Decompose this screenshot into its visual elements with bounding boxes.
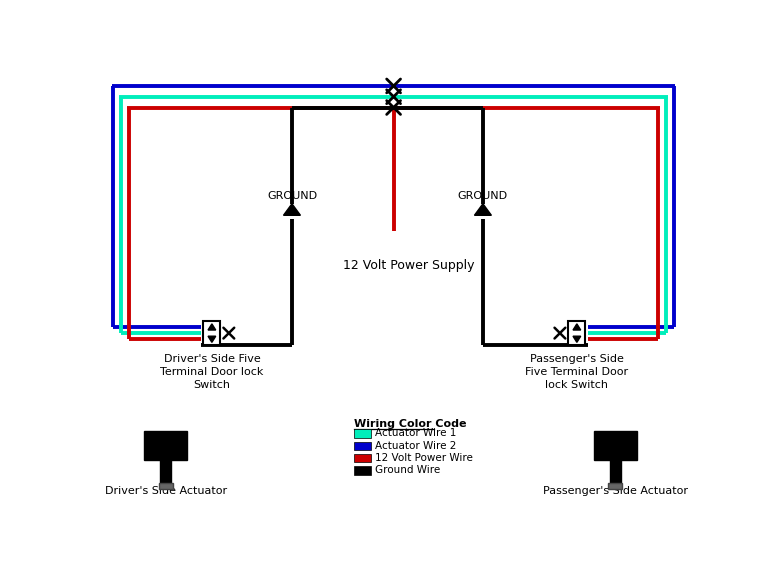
Polygon shape xyxy=(475,204,492,215)
Polygon shape xyxy=(208,324,216,330)
Text: GROUND: GROUND xyxy=(458,191,508,201)
Bar xyxy=(159,483,173,489)
Bar xyxy=(353,454,370,462)
Polygon shape xyxy=(283,204,300,215)
Bar xyxy=(353,466,370,475)
Bar xyxy=(161,459,171,485)
Text: 12 Volt Power Supply: 12 Volt Power Supply xyxy=(343,259,475,272)
Bar xyxy=(610,459,621,485)
Bar xyxy=(144,431,187,460)
Text: 12 Volt Power Wire: 12 Volt Power Wire xyxy=(375,453,473,463)
Text: Driver's Side Actuator: Driver's Side Actuator xyxy=(104,486,227,496)
Bar xyxy=(353,442,370,450)
Bar xyxy=(353,430,370,438)
Text: Actuator Wire 1: Actuator Wire 1 xyxy=(375,428,456,438)
Text: GROUND: GROUND xyxy=(267,191,317,201)
Bar xyxy=(204,321,220,346)
Text: Passenger's Side Actuator: Passenger's Side Actuator xyxy=(543,486,688,496)
Polygon shape xyxy=(573,324,581,330)
Bar xyxy=(568,321,585,346)
Polygon shape xyxy=(208,336,216,342)
Text: Driver's Side Five
Terminal Door lock
Switch: Driver's Side Five Terminal Door lock Sw… xyxy=(161,354,263,390)
Text: Actuator Wire 2: Actuator Wire 2 xyxy=(375,440,456,451)
Text: Ground Wire: Ground Wire xyxy=(375,465,440,475)
Text: Wiring Color Code: Wiring Color Code xyxy=(353,419,466,430)
Bar xyxy=(608,483,622,489)
Polygon shape xyxy=(573,336,581,342)
Bar xyxy=(594,431,637,460)
Text: Passenger's Side
Five Terminal Door
lock Switch: Passenger's Side Five Terminal Door lock… xyxy=(525,354,628,390)
